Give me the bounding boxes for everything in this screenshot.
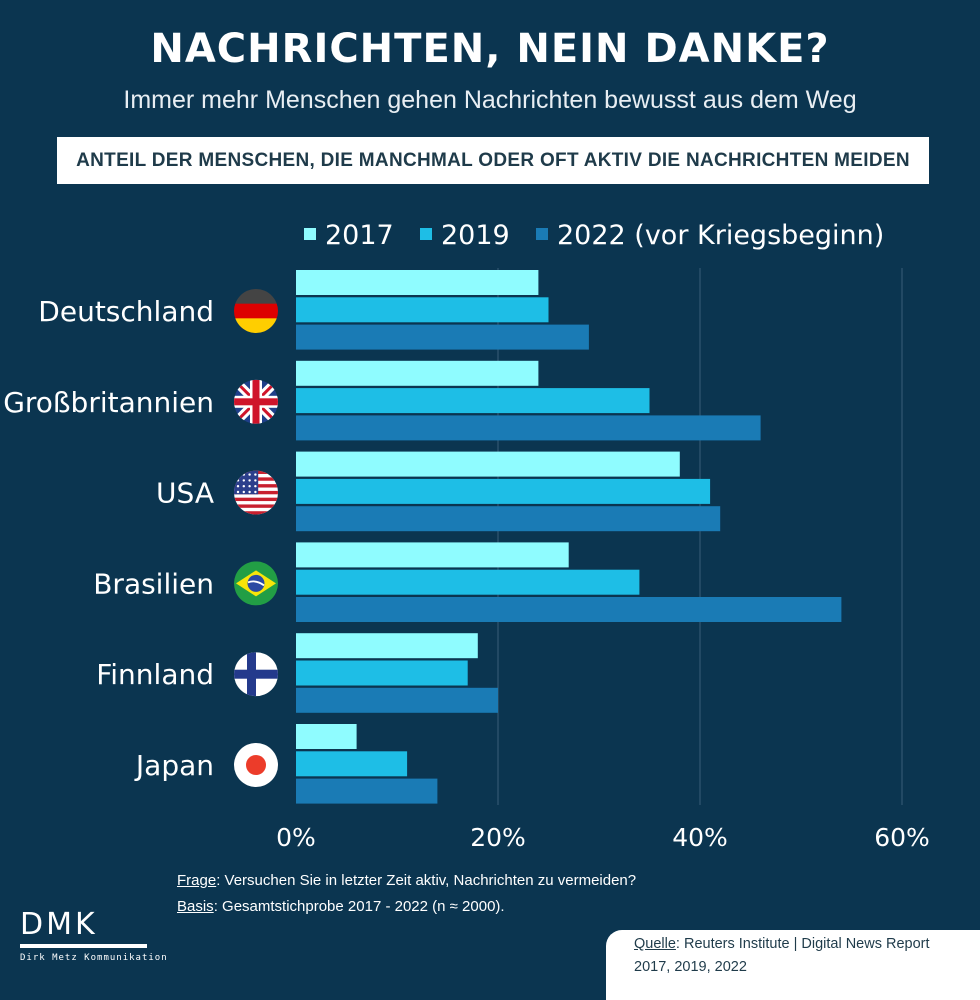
- bar: [296, 778, 438, 804]
- logo-underline: [20, 944, 147, 948]
- x-tick-label: 20%: [470, 823, 526, 852]
- footnote-basis-key: Basis: [177, 898, 214, 915]
- source-line-1: Quelle: Reuters Institute | Digital News…: [634, 933, 980, 956]
- bar-chart: Deutschland Großbritannien USA Brasilien Fin…: [3, 220, 930, 852]
- flag-star: [236, 490, 240, 494]
- flag-stripe: [234, 289, 278, 305]
- logo-subtitle: Dirk Metz Kommunikation: [20, 953, 168, 963]
- flag-star: [236, 479, 240, 482]
- flag-star: [254, 473, 257, 476]
- legend-label: 2022 (vor Kriegsbeginn): [557, 220, 884, 251]
- flag-star: [254, 479, 257, 482]
- dmk-logo: DMK Dirk Metz Kommunikation: [20, 910, 168, 963]
- legend-swatch: [420, 228, 432, 240]
- germany-flag-icon: [234, 289, 278, 333]
- flag-star: [242, 479, 245, 482]
- flag-sun: [246, 755, 266, 775]
- category-label: Deutschland: [38, 295, 214, 328]
- footnote-basis-text: : Gesamtstichprobe 2017 - 2022 (n ≈ 2000…: [213, 898, 505, 915]
- bar: [296, 360, 539, 386]
- japan-flag-icon: [234, 743, 278, 787]
- flag-cross: [234, 398, 278, 406]
- chart-banner: ANTEIL DER MENSCHEN, DIE MANCHMAL ODER O…: [57, 137, 929, 184]
- bar: [296, 660, 468, 686]
- bar: [296, 388, 650, 414]
- page-subtitle: Immer mehr Menschen gehen Nachrichten be…: [123, 86, 857, 114]
- bar: [296, 506, 721, 532]
- footnote-basis: Basis: Gesamtstichprobe 2017 - 2022 (n ≈…: [177, 898, 505, 915]
- bar: [296, 415, 761, 441]
- legend-label: 2017: [325, 220, 394, 251]
- bar: [296, 751, 408, 777]
- bar: [296, 451, 680, 477]
- usa-flag-icon: [234, 470, 278, 515]
- flag-star: [236, 473, 240, 476]
- bar: [296, 724, 357, 749]
- uk-flag-icon: [234, 379, 278, 424]
- bar: [296, 270, 539, 295]
- flag-star: [242, 473, 245, 476]
- category-label: USA: [156, 477, 214, 510]
- legend-swatch: [536, 228, 548, 240]
- flag-stripe: [234, 504, 278, 508]
- page-title: NACHRICHTEN, NEIN DANKE?: [150, 26, 830, 72]
- category-label: Großbritannien: [3, 386, 214, 419]
- category-label: Japan: [134, 749, 214, 782]
- flag-body: [234, 379, 278, 424]
- flag-star: [254, 485, 257, 488]
- x-tick-label: 60%: [874, 823, 930, 852]
- logo-word: DMK: [20, 907, 98, 942]
- flag-band: [247, 580, 265, 587]
- legend-swatch: [304, 228, 316, 240]
- flag-star: [248, 473, 251, 476]
- source-line-2: 2017, 2019, 2022: [634, 959, 747, 975]
- flag-cross: [234, 669, 278, 679]
- flag-stripe: [234, 511, 278, 515]
- bar: [296, 542, 569, 568]
- flag-body: [234, 743, 278, 787]
- bar: [296, 324, 589, 350]
- bar: [296, 687, 498, 713]
- category-label: Brasilien: [93, 567, 214, 600]
- source-key: Quelle: [634, 936, 676, 952]
- bar: [296, 597, 842, 622]
- x-tick-label: 0%: [276, 823, 316, 852]
- flag-stripe: [234, 497, 278, 502]
- category-label: Finnland: [96, 658, 214, 691]
- flag-body: [234, 561, 278, 606]
- bar: [296, 297, 549, 323]
- flag-body: [234, 470, 278, 515]
- flag-star: [248, 479, 251, 482]
- source-box: Quelle: Reuters Institute | Digital News…: [606, 930, 980, 1000]
- brazil-flag-icon: [234, 561, 278, 606]
- flag-star: [254, 490, 257, 494]
- footnote-frage-text: : Versuchen Sie in letzter Zeit aktiv, N…: [216, 872, 637, 889]
- flag-body: [234, 289, 278, 333]
- x-tick-label: 40%: [672, 823, 728, 852]
- bar: [296, 633, 478, 659]
- source-text: : Reuters Institute | Digital News Repor…: [675, 936, 930, 952]
- bar: [296, 569, 640, 595]
- flag-star: [242, 490, 245, 494]
- flag-stripe: [234, 318, 278, 333]
- finland-flag-icon: [234, 652, 278, 697]
- flag-star: [236, 485, 240, 488]
- flag-star: [248, 485, 251, 488]
- footnote-frage-key: Frage: [177, 872, 217, 889]
- bar: [296, 478, 711, 504]
- flag-stripe: [234, 303, 278, 320]
- flag-star: [248, 490, 251, 494]
- flag-globe: [247, 574, 265, 592]
- flag-star: [242, 485, 245, 488]
- legend-label: 2019: [441, 220, 510, 251]
- footnote-frage: Frage: Versuchen Sie in letzter Zeit akt…: [177, 872, 636, 889]
- flag-body: [234, 652, 278, 697]
